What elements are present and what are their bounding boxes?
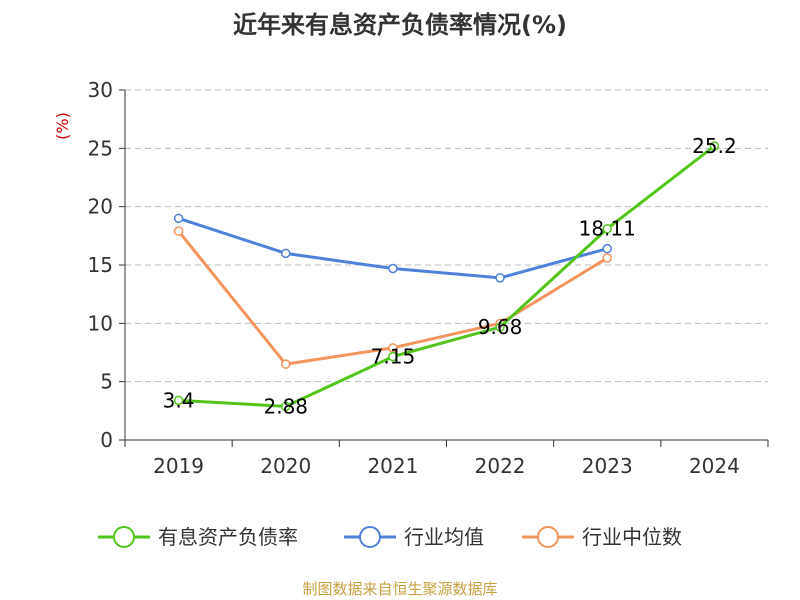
source-note: 制图数据来自恒生聚源数据库 [302, 580, 497, 598]
data-point [281, 248, 291, 259]
y-tick-label: 5 [100, 370, 113, 394]
data-point [388, 263, 398, 274]
grid [125, 89, 768, 383]
legend-marker-1 [359, 526, 381, 548]
y-tick-label: 20 [88, 195, 113, 219]
legend-label-2: 行业中位数 [582, 525, 682, 549]
y-axis-label: (%) [53, 112, 72, 140]
legend-label-1: 行业均值 [404, 525, 484, 549]
data-point [602, 243, 612, 254]
data-label: 2.88 [263, 394, 308, 418]
series-line-0 [178, 144, 716, 408]
data-point [173, 213, 184, 224]
x-tick-label: 2020 [260, 454, 311, 478]
x-tick-label: 2022 [475, 454, 526, 478]
x-tick-label: 2024 [689, 454, 740, 478]
axes: 0 5 10 15 20 25 30 2019 2020 2021 2022 2023 2024 [88, 78, 769, 478]
y-tick-label: 30 [88, 78, 113, 102]
data-point [281, 401, 291, 412]
data-point [388, 351, 398, 362]
data-point [173, 395, 184, 406]
x-tick-label: 2021 [367, 454, 418, 478]
legend-marker-2 [537, 526, 559, 548]
data-label: 3.4 [163, 388, 195, 412]
data-label: 7.15 [371, 345, 416, 369]
data-label: 25.2 [692, 134, 737, 158]
data-label: 18.11 [579, 217, 636, 241]
x-tick-label: 2019 [153, 454, 204, 478]
chart-title: 近年来有息资产负债率情况(%) [233, 11, 567, 39]
y-tick-label: 15 [88, 253, 113, 277]
y-tick-label: 25 [88, 136, 113, 160]
y-tick-label: 0 [100, 428, 113, 452]
series-layer [173, 141, 720, 412]
data-point [709, 141, 720, 151]
data-point [602, 253, 612, 263]
labels-layer: 3.4 2.88 7.15 9.68 18.11 25.2 [163, 134, 737, 418]
legend-label-0: 有息资产负债率 [158, 525, 298, 549]
x-tick-label: 2023 [582, 454, 633, 478]
legend: 有息资产负债率 行业均值 行业中位数 [98, 525, 682, 549]
data-point [173, 226, 184, 236]
legend-marker-0 [113, 526, 135, 548]
y-tick-label: 10 [88, 311, 113, 335]
data-point [281, 359, 291, 369]
data-point [495, 322, 505, 332]
data-point [495, 273, 505, 283]
data-point [602, 223, 612, 234]
data-label: 9.68 [478, 315, 523, 339]
